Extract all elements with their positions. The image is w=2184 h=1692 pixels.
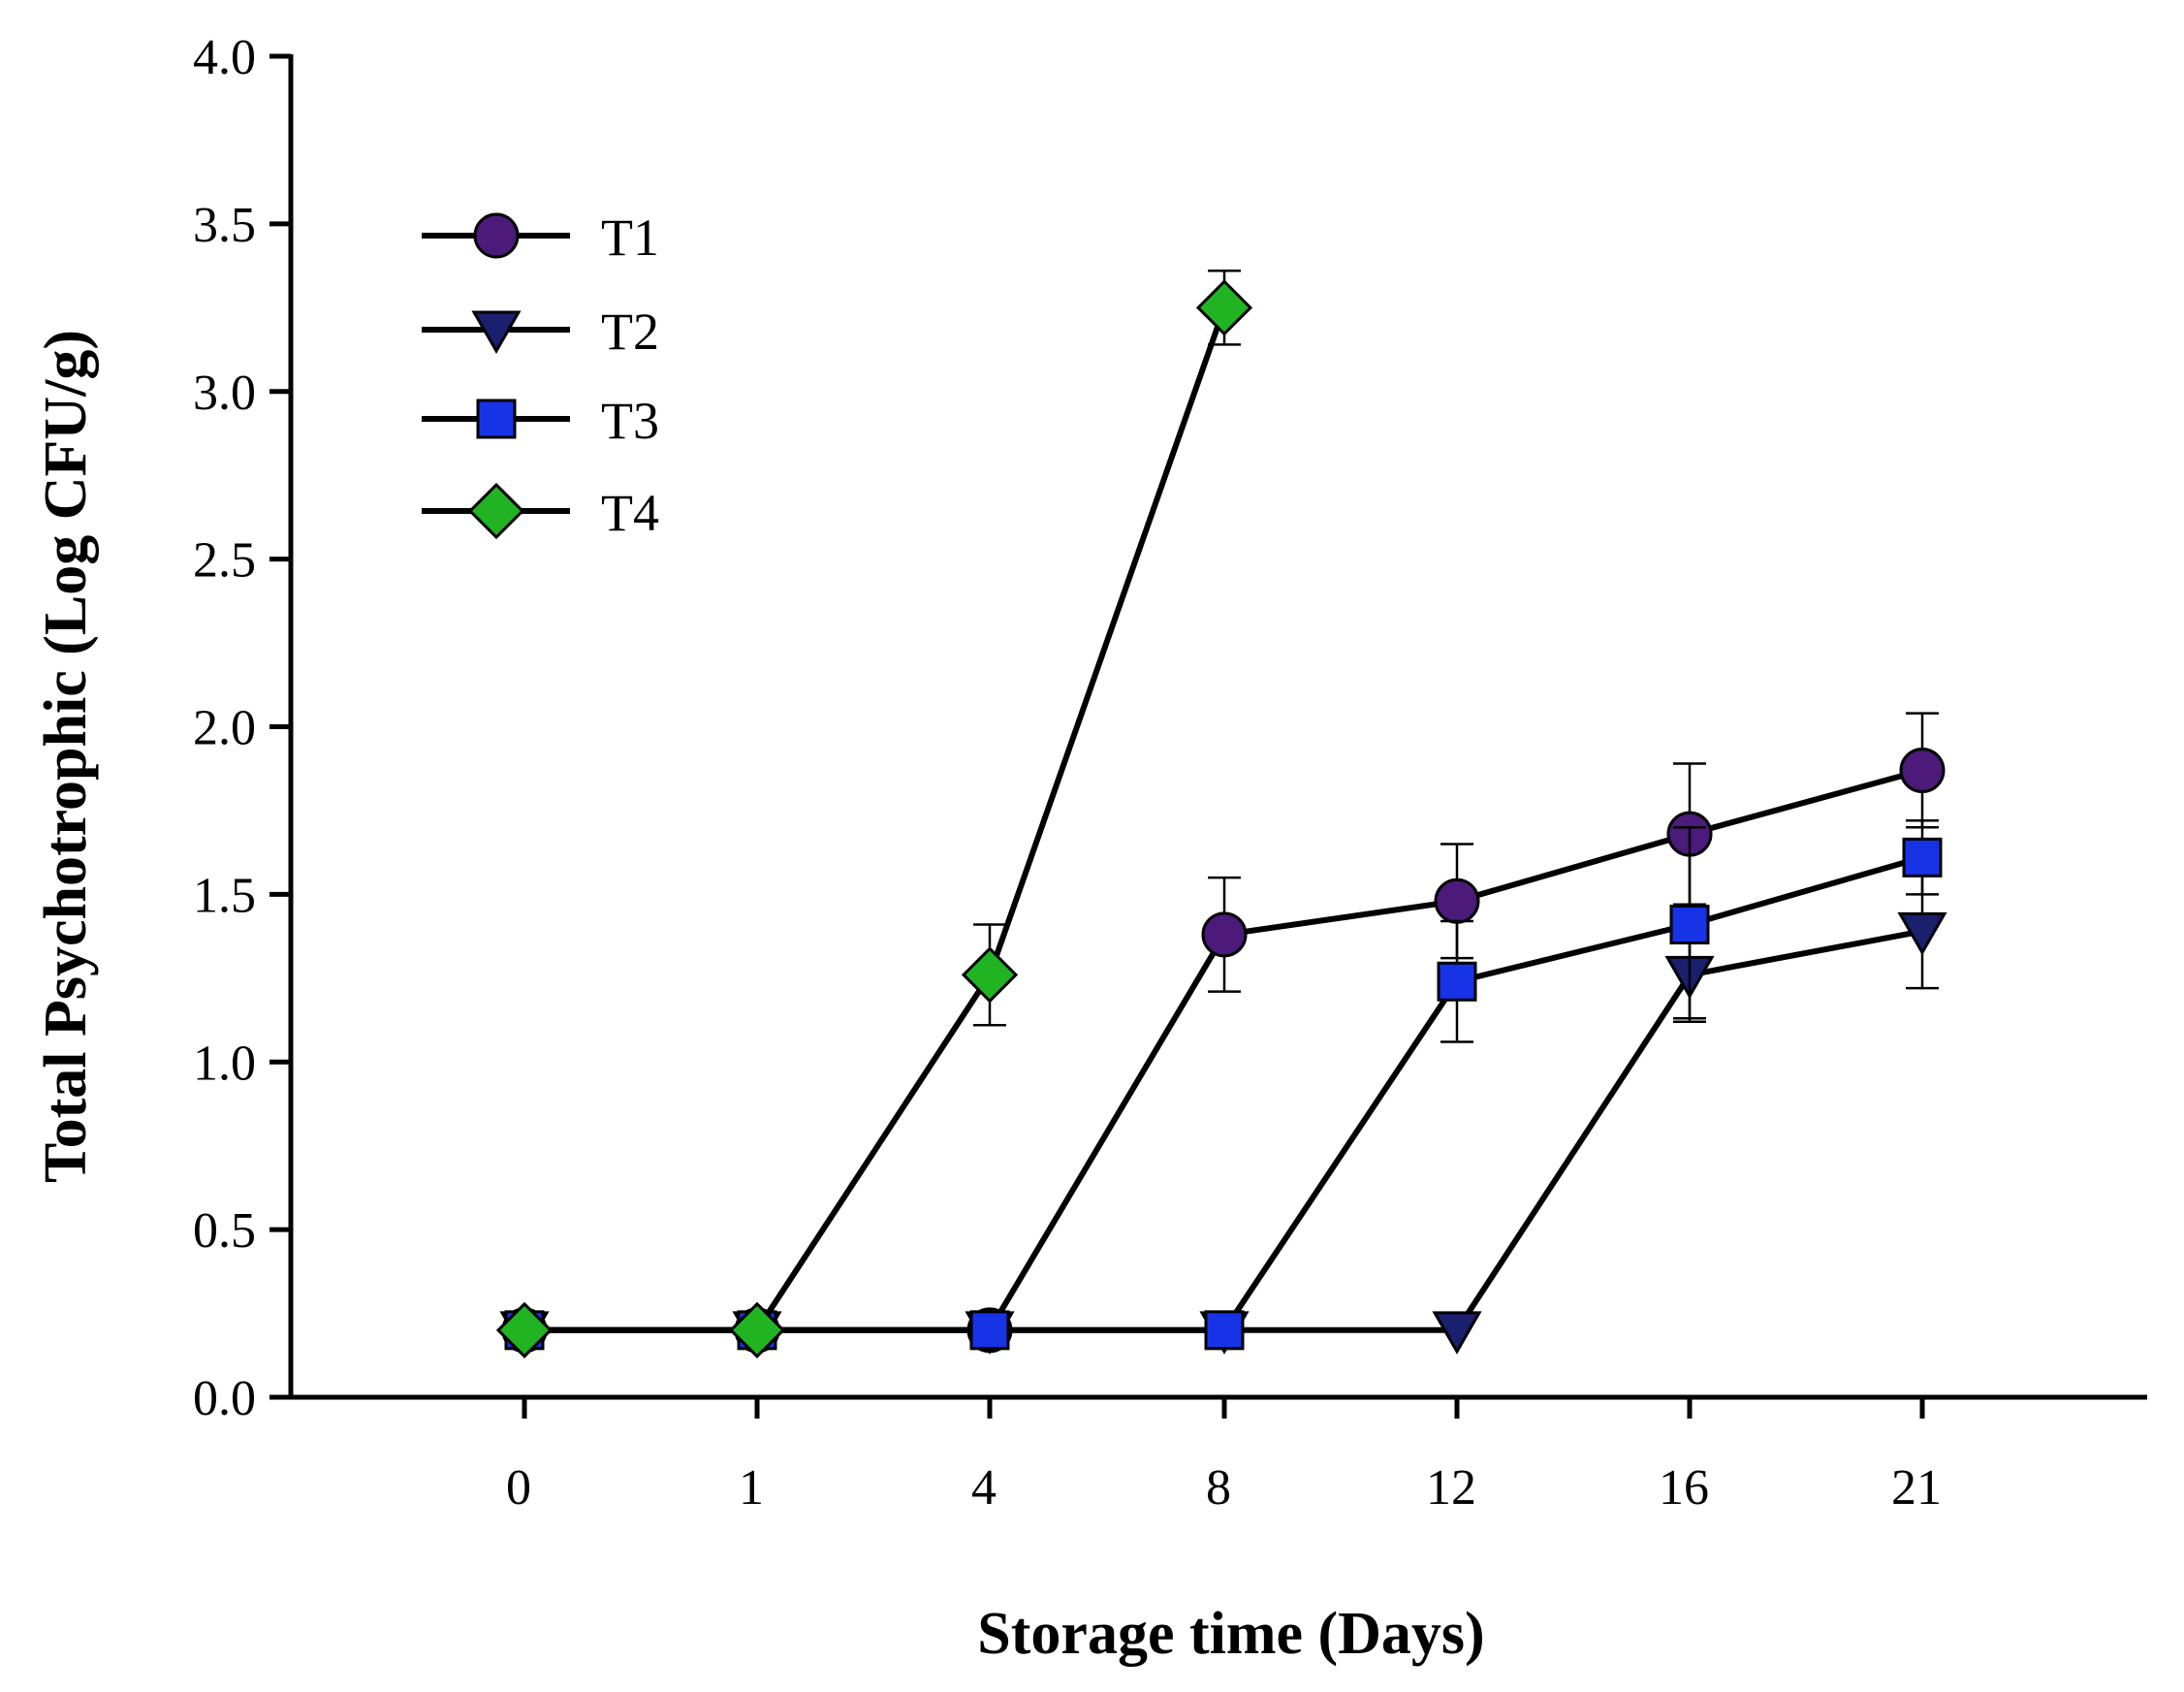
data-point [1434, 878, 1480, 924]
y-axis-title: Total Psychotrophic (Log CFU/g) [33, 330, 99, 1183]
legend-marker [471, 310, 522, 355]
data-point [1437, 961, 1477, 1002]
x-tick-label: 0 [506, 1460, 531, 1516]
y-tick-label: 2.5 [193, 533, 256, 589]
data-point [969, 1310, 1010, 1351]
legend-label: T3 [601, 392, 659, 450]
data-point [1201, 911, 1248, 958]
data-point [1899, 747, 1946, 793]
legend: T1 T2 T3 T4 [422, 208, 659, 542]
y-tick-label: 0.5 [193, 1203, 256, 1259]
data-point [495, 1301, 554, 1358]
y-tick-label: 0.0 [193, 1371, 256, 1426]
x-tick-label: 1 [739, 1460, 764, 1516]
data-point [961, 946, 1019, 1004]
legend-label: T4 [601, 484, 659, 542]
data-point [728, 1301, 786, 1358]
legend-item-t3: T3 [422, 392, 659, 450]
series-line [524, 767, 1923, 1333]
series-line [524, 306, 1227, 1333]
x-tick-label: 8 [1206, 1460, 1231, 1516]
legend-marker [473, 212, 520, 259]
y-tick-label: 1.0 [193, 1036, 256, 1091]
legend-label: T2 [601, 303, 659, 361]
x-ticks: 0 1 4 8 12 16 21 [506, 1397, 1942, 1516]
legend-item-t2: T2 [422, 303, 659, 361]
y-tick-label: 2.0 [193, 701, 256, 756]
y-tick-label: 1.5 [193, 868, 256, 923]
x-axis-title: Storage time (Days) [977, 1601, 1484, 1667]
data-point [1897, 911, 1947, 956]
axes [288, 54, 2147, 1400]
legend-marker [476, 399, 517, 439]
series-t1 [501, 712, 1946, 1354]
legend-item-t1: T1 [422, 208, 659, 267]
legend-item-t4: T4 [422, 482, 659, 542]
data-point [1432, 1311, 1482, 1355]
y-tick-label: 3.5 [193, 198, 256, 253]
data-point [1204, 1310, 1245, 1351]
data-point [1195, 279, 1253, 336]
x-tick-label: 16 [1659, 1460, 1709, 1516]
x-tick-label: 12 [1426, 1460, 1476, 1516]
x-tick-label: 21 [1891, 1460, 1942, 1516]
y-tick-label: 4.0 [193, 30, 256, 85]
series-lines [495, 270, 1947, 1358]
x-tick-label: 4 [971, 1460, 997, 1516]
legend-label: T1 [601, 208, 659, 267]
data-point [1902, 837, 1943, 878]
legend-marker [467, 482, 525, 540]
y-ticks: 0.0 0.5 1.0 1.5 2.0 2.5 3.0 3.5 4.0 [193, 30, 291, 1426]
data-point [1669, 904, 1710, 944]
y-tick-label: 3.0 [193, 366, 256, 421]
series-t4 [495, 270, 1253, 1358]
